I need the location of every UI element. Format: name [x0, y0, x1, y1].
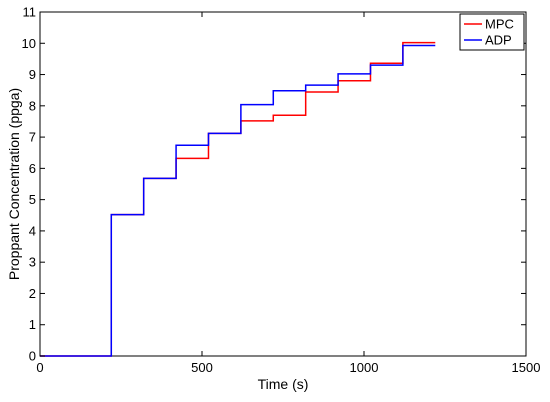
y-tick-label-7: 7: [29, 130, 36, 145]
series-layer: [40, 41, 436, 357]
y-tick-label-10: 10: [22, 36, 36, 51]
y-tick-label-8: 8: [29, 98, 36, 113]
x-tick-label-0: 0: [36, 360, 43, 375]
y-tick-label-1: 1: [29, 317, 36, 332]
y-tick-label-2: 2: [29, 286, 36, 301]
y-tick-label-5: 5: [29, 192, 36, 207]
legend-label-mpc: MPC: [485, 17, 514, 32]
x-tick-label-3: 1500: [512, 360, 541, 375]
x-tick-label-2: 1000: [350, 360, 379, 375]
x-axis-title: Time (s): [258, 376, 309, 392]
y-tick-label-3: 3: [29, 255, 36, 270]
tick-layer: 0 500 1000 1500 0 1 2 3 4 5 6 7 8 9 10 11: [22, 5, 541, 376]
y-tick-label-6: 6: [29, 161, 36, 176]
plot-area: [39, 11, 527, 357]
y-tick-label-4: 4: [29, 223, 36, 238]
y-axis-title: Proppant Concentration (ppga): [6, 88, 22, 280]
legend-label-adp: ADP: [485, 33, 512, 48]
y-tick-label-9: 9: [29, 67, 36, 82]
legend: MPC ADP: [459, 13, 525, 51]
legend-box: [459, 13, 525, 51]
y-tick-label-11: 11: [23, 5, 37, 20]
y-tick-label-0: 0: [29, 349, 36, 364]
series-line-adp: [40, 44, 436, 357]
x-tick-label-1: 500: [191, 360, 213, 375]
